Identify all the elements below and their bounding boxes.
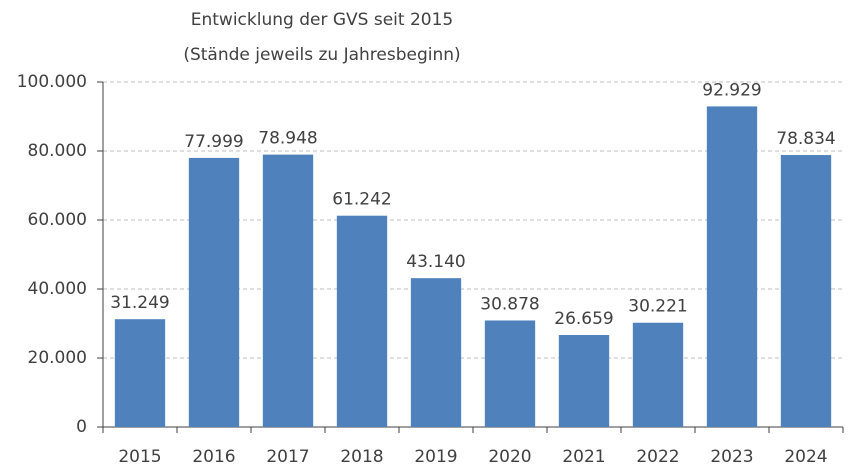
- y-tick-label: 60.000: [28, 210, 87, 230]
- data-label: 31.249: [110, 293, 169, 313]
- x-tick-label: 2019: [414, 447, 457, 467]
- chart-title: Entwicklung der GVS seit 2015: [191, 10, 453, 30]
- x-tick-label: 2018: [340, 447, 383, 467]
- data-label: 43.140: [406, 252, 465, 272]
- bar: [188, 157, 240, 427]
- bar: [262, 154, 314, 427]
- data-label: 61.242: [332, 190, 391, 210]
- bar: [114, 319, 166, 427]
- x-tick-label: 2024: [784, 447, 827, 467]
- data-label: 78.834: [776, 129, 835, 149]
- bar: [336, 215, 388, 427]
- y-tick-label: 20.000: [28, 348, 87, 368]
- x-tick-label: 2023: [710, 447, 753, 467]
- data-label: 26.659: [554, 309, 613, 329]
- y-tick-label: 40.000: [28, 279, 87, 299]
- data-label: 30.221: [628, 297, 687, 317]
- data-label: 30.878: [480, 294, 539, 314]
- bar: [632, 322, 684, 427]
- bar: [484, 320, 536, 427]
- x-tick-label: 2021: [562, 447, 605, 467]
- bar: [706, 106, 758, 427]
- data-label: 78.948: [258, 129, 317, 149]
- bar: [780, 155, 832, 427]
- x-tick-label: 2015: [118, 447, 161, 467]
- x-tick-label: 2017: [266, 447, 309, 467]
- x-tick-label: 2016: [192, 447, 235, 467]
- y-tick-label: 100.000: [17, 72, 87, 92]
- data-label: 92.929: [702, 80, 761, 100]
- bar: [558, 335, 610, 427]
- bar: [410, 278, 462, 427]
- data-label: 77.999: [184, 132, 243, 152]
- y-tick-label: 0: [76, 417, 87, 437]
- x-tick-label: 2022: [636, 447, 679, 467]
- x-tick-label: 2020: [488, 447, 531, 467]
- chart-subtitle: (Stände jeweils zu Jahresbeginn): [183, 45, 460, 65]
- y-tick-label: 80.000: [28, 141, 87, 161]
